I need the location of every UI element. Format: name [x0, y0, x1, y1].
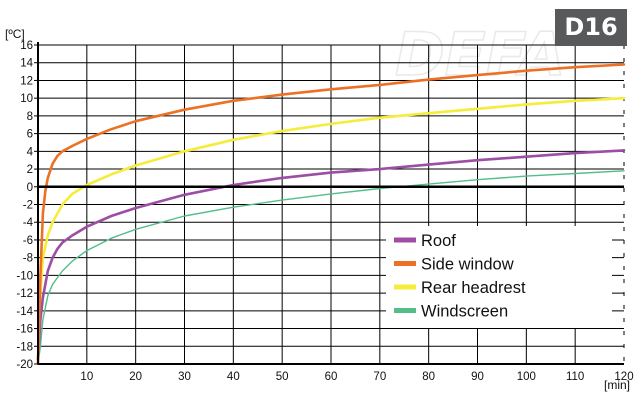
x-tick-label: 80: [422, 371, 435, 383]
y-tick-label: 8: [27, 111, 33, 123]
watermark-logo: DEFA: [395, 20, 565, 90]
series-line-roof: [36, 149, 626, 361]
legend-label: Rear headrest: [421, 279, 526, 297]
x-tick-label: 50: [276, 371, 289, 383]
x-tick-label: 90: [471, 371, 484, 383]
legend-swatch: [394, 261, 416, 266]
series-line-windscreen: [37, 170, 625, 365]
y-tick-label: -18: [16, 341, 33, 353]
y-tick-label: -10: [16, 270, 33, 282]
y-tick-label: -4: [23, 217, 34, 229]
x-tick-label: 40: [227, 371, 240, 383]
y-tick-label: -2: [23, 200, 33, 212]
x-tick-label: 100: [517, 371, 536, 383]
y-tick-label: 4: [27, 146, 34, 158]
series-line-side-window: [36, 63, 626, 366]
y-tick-label: -14: [16, 306, 33, 318]
y-tick-label: 12: [20, 75, 33, 87]
legend-swatch: [394, 284, 416, 290]
y-tick-label: -12: [16, 288, 33, 300]
x-tick-label: 120: [614, 371, 633, 383]
legend-box: [386, 226, 612, 328]
x-tick-label: 60: [325, 371, 338, 383]
legend-swatch: [394, 237, 416, 243]
legend-label: Windscreen: [421, 303, 508, 321]
diagram-code-badge: D16: [555, 9, 627, 46]
y-tick-label: -16: [16, 324, 33, 336]
legend-swatch: [394, 308, 416, 313]
x-tick-label: 30: [178, 371, 191, 383]
chart-ticks: 1614121086420-2-4-6-8-10-12-14-16-18-201…: [16, 40, 633, 383]
x-axis-unit-label: [min]: [604, 378, 630, 392]
x-tick-label: 110: [566, 371, 584, 383]
legend-label: Side window: [421, 256, 514, 274]
x-tick-label: 70: [373, 371, 386, 383]
y-tick-label: -20: [16, 359, 33, 371]
y-tick-label: -6: [23, 235, 33, 247]
series-line-rear-headrest: [36, 96, 626, 361]
y-tick-label: 14: [20, 58, 33, 70]
y-axis-unit-label: [ºC]: [5, 27, 25, 41]
chart-series: [36, 63, 626, 366]
y-tick-label: 0: [27, 182, 33, 194]
y-tick-label: 16: [20, 40, 33, 52]
y-tick-label: 10: [20, 93, 33, 105]
x-tick-label: 10: [80, 371, 93, 383]
chart-legend: Roof Side window Rear headrest Windscreen: [386, 226, 612, 328]
y-tick-label: 2: [27, 164, 33, 176]
y-tick-label: 6: [27, 129, 33, 141]
legend-label: Roof: [421, 232, 456, 250]
x-tick-label: 20: [129, 371, 142, 383]
y-tick-label: -8: [23, 253, 33, 265]
